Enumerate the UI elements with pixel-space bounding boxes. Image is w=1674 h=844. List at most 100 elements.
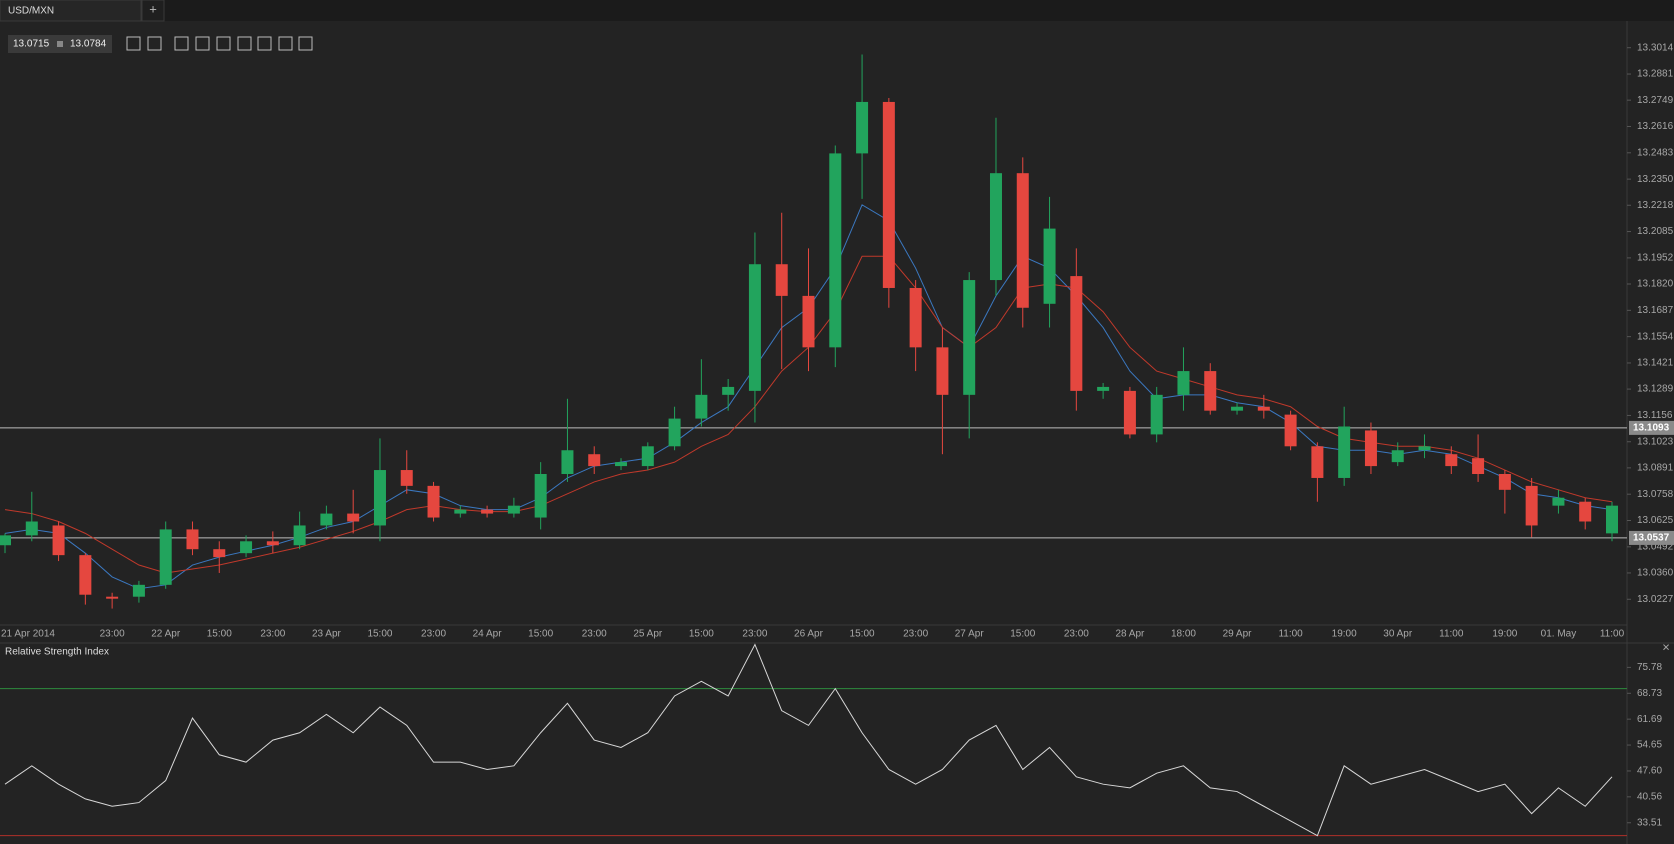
candle-body: [1177, 371, 1190, 395]
candle-body: [1418, 446, 1431, 451]
x-tick-label: 11:00: [1600, 629, 1625, 640]
candle-body: [320, 513, 333, 526]
y-tick-label: 13.3014: [1637, 42, 1674, 53]
x-tick-label: 23:00: [100, 629, 125, 640]
candle-body: [481, 509, 494, 514]
candle-body: [25, 521, 38, 536]
settings-button[interactable]: [237, 36, 252, 51]
candle-body: [427, 485, 440, 518]
x-tick-label: 19:00: [1492, 629, 1517, 640]
pen-button[interactable]: [298, 36, 313, 51]
tab[interactable]: [0, 0, 142, 22]
x-tick-label: 25 Apr: [633, 629, 663, 640]
x-tick-label: 15:00: [207, 629, 232, 640]
candle-body: [213, 549, 226, 558]
candle-body: [882, 101, 895, 288]
candle-body: [1498, 474, 1511, 490]
template-button[interactable]: [257, 36, 272, 51]
candle-body: [106, 596, 119, 599]
candle-body: [52, 525, 65, 556]
x-tick-label: 23:00: [421, 629, 446, 640]
candle-body: [668, 418, 681, 447]
candle-body: [695, 394, 708, 419]
y-tick-label: 33.51: [1637, 817, 1662, 828]
zoom-out-button[interactable]: [126, 36, 141, 51]
y-tick-label: 13.1289: [1637, 384, 1674, 395]
y-tick-label: 47.60: [1637, 766, 1662, 777]
y-tick-label: 13.1820: [1637, 279, 1674, 290]
y-tick-label: 13.0625: [1637, 515, 1674, 526]
x-tick-label: 11:00: [1278, 629, 1303, 640]
tab-bar: [0, 0, 1674, 21]
zoom-in-button[interactable]: [147, 36, 162, 51]
x-tick-label: 23:00: [903, 629, 928, 640]
y-tick-label: 13.1421: [1637, 358, 1674, 369]
candle-body: [588, 454, 601, 467]
x-tick-label: 22 Apr: [151, 629, 181, 640]
candle-body: [1311, 446, 1324, 478]
draw-button[interactable]: [278, 36, 293, 51]
quote-separator: [57, 41, 63, 47]
candle-body: [829, 153, 842, 348]
x-tick-label: 15:00: [689, 629, 714, 640]
x-tick-label: 24 Apr: [473, 629, 503, 640]
x-tick-label: 21 Apr 2014: [1, 629, 55, 640]
indicators-button[interactable]: [216, 36, 231, 51]
candle-body: [802, 295, 815, 348]
candle-body: [1579, 501, 1592, 522]
x-tick-label: 23 Apr: [312, 629, 342, 640]
candle-body: [1364, 430, 1377, 467]
candle-body: [561, 450, 574, 474]
y-tick-label: 13.2085: [1637, 226, 1674, 237]
candle-body: [1070, 276, 1083, 391]
candle-body: [1043, 228, 1056, 304]
close-indicator-button[interactable]: ×: [1662, 639, 1670, 654]
x-tick-label: 23:00: [260, 629, 285, 640]
candle-body: [1123, 390, 1136, 435]
y-tick-label: 13.1687: [1637, 305, 1674, 316]
candle-body: [1257, 406, 1270, 411]
x-tick-label: 11:00: [1439, 629, 1464, 640]
candle-body: [240, 541, 253, 554]
candle-body: [1606, 505, 1618, 534]
candle-body: [79, 555, 92, 595]
price-label: 13.0537: [1633, 533, 1670, 544]
candle-body: [775, 264, 788, 296]
add-tab-icon: +: [149, 1, 157, 16]
x-tick-label: 15:00: [850, 629, 875, 640]
candle-body: [400, 470, 413, 486]
y-tick-label: 13.2616: [1637, 121, 1674, 132]
candle-body: [1552, 497, 1565, 506]
candle-body: [1204, 371, 1217, 411]
tab-title: USD/MXN: [8, 6, 54, 17]
candle-body: [186, 529, 199, 550]
candle-body: [1284, 414, 1297, 447]
candle-body: [1150, 394, 1163, 435]
candle-body: [1445, 454, 1458, 467]
price-label: 13.1093: [1633, 423, 1670, 434]
y-tick-label: 54.65: [1637, 740, 1662, 751]
y-tick-label: 13.2350: [1637, 174, 1674, 185]
x-tick-label: 23:00: [582, 629, 607, 640]
candle-body: [963, 280, 976, 395]
y-tick-label: 68.73: [1637, 688, 1662, 699]
y-tick-label: 13.2218: [1637, 200, 1674, 211]
candle-body: [1016, 173, 1029, 308]
indicator-title: Relative Strength Index: [5, 647, 109, 658]
price-label-box: [1629, 420, 1674, 435]
y-tick-label: 13.0360: [1637, 568, 1674, 579]
y-tick-label: 13.2881: [1637, 69, 1674, 80]
candle-body: [454, 509, 467, 514]
rsi-line: [4, 643, 1613, 837]
candle-body: [293, 525, 306, 546]
timeframe-button[interactable]: [174, 36, 189, 51]
x-tick-label: 18:00: [1171, 629, 1196, 640]
add-tab-button[interactable]: [141, 0, 165, 22]
candle-body: [347, 513, 360, 522]
y-tick-label: 13.0758: [1637, 489, 1674, 500]
chart-type-button[interactable]: [195, 36, 210, 51]
candle-body: [989, 173, 1002, 281]
y-tick-label: 13.2749: [1637, 95, 1674, 106]
x-tick-label: 01. May: [1541, 629, 1577, 640]
x-tick-label: 15:00: [367, 629, 392, 640]
